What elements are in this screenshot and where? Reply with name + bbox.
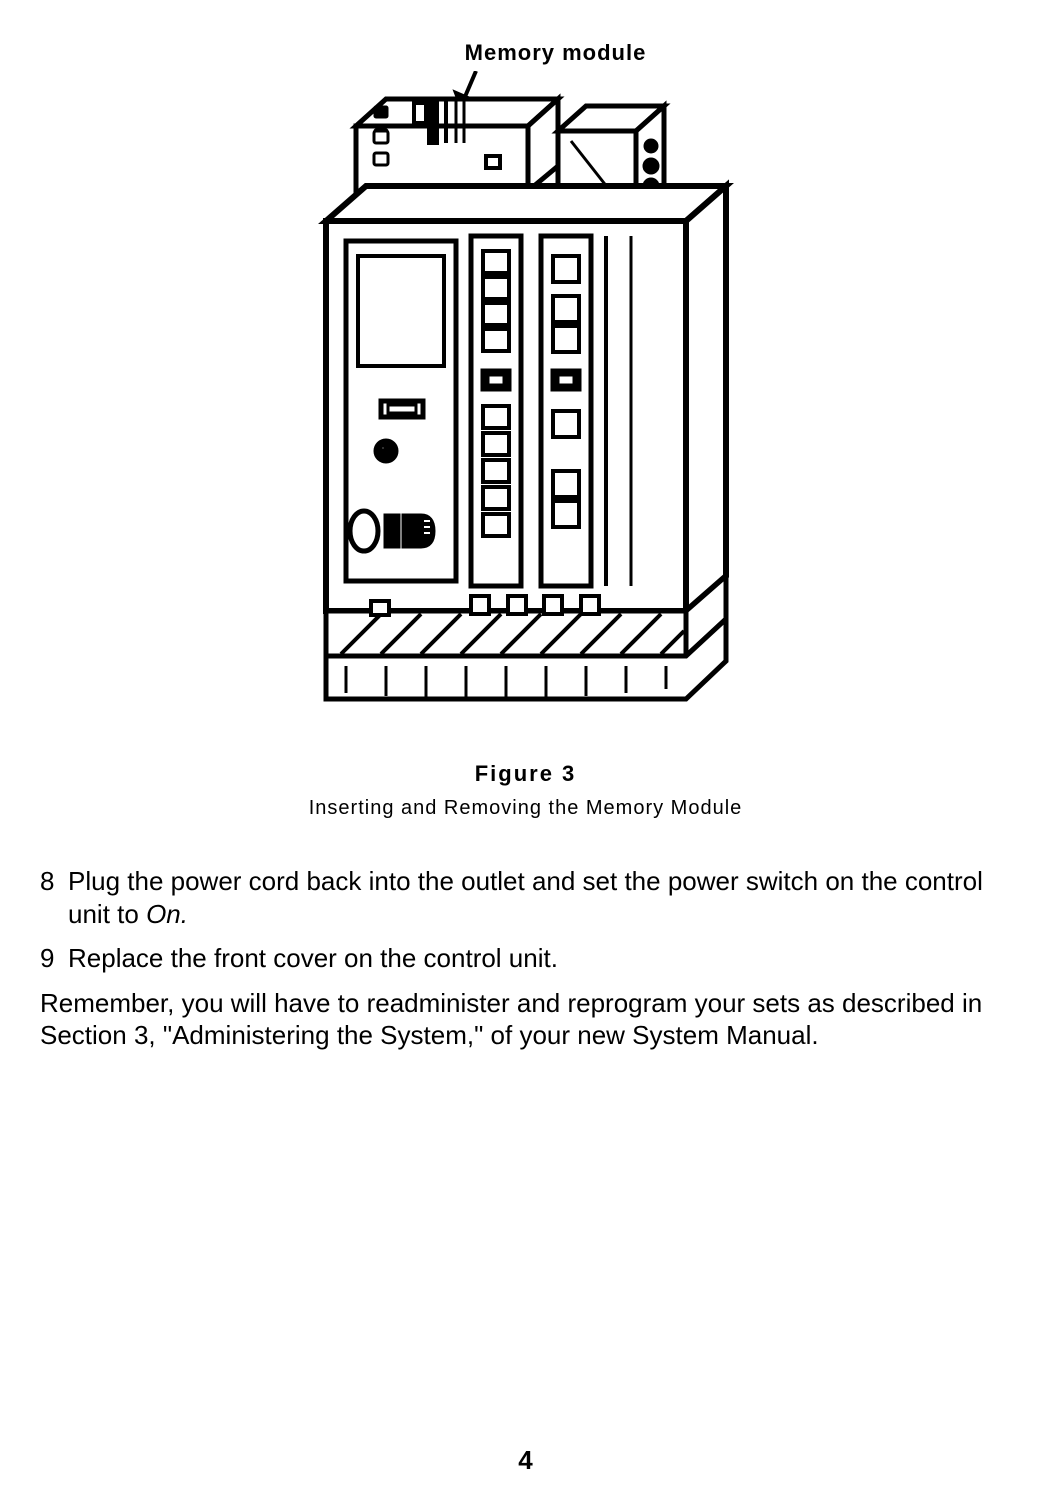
step-body: Replace the front cover on the control u… — [68, 942, 1011, 975]
step-8: 8 Plug the power cord back into the outl… — [40, 865, 1011, 930]
step-number: 9 — [40, 942, 68, 975]
body-text: 8 Plug the power cord back into the outl… — [40, 865, 1011, 1052]
page-number: 4 — [0, 1445, 1051, 1476]
step-italic: On. — [146, 899, 188, 929]
step-9: 9 Replace the front cover on the control… — [40, 942, 1011, 975]
step-text: Replace the front cover on the control u… — [68, 943, 558, 973]
figure-container: Memory module — [40, 40, 1011, 820]
memory-module-label: Memory module — [465, 40, 647, 66]
reminder-paragraph: Remember, you will have to readminister … — [40, 987, 1011, 1052]
figure-number: Figure 3 — [309, 761, 743, 787]
control-unit-diagram — [286, 71, 766, 731]
figure-title: Inserting and Removing the Memory Module — [309, 797, 743, 820]
step-text: Plug the power cord back into the outlet… — [68, 866, 983, 929]
figure-caption: Figure 3 Inserting and Removing the Memo… — [309, 761, 743, 820]
step-body: Plug the power cord back into the outlet… — [68, 865, 1011, 930]
step-number: 8 — [40, 865, 68, 930]
